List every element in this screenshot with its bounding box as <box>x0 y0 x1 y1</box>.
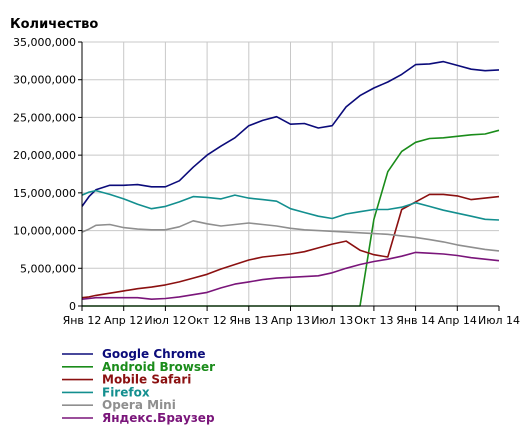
series-line-2 <box>81 193 500 299</box>
series-line-5 <box>81 251 500 301</box>
series-line-4 <box>81 220 500 252</box>
series-line-0 <box>81 60 500 207</box>
x-tick-label: Янв 12 <box>63 314 102 327</box>
x-tick-label: Апр 12 <box>104 314 143 327</box>
y-tick-label: 30,000,000 <box>13 74 76 87</box>
legend-label: Яндекс.Браузер <box>102 411 215 425</box>
y-tick-label: 5,000,000 <box>20 262 76 275</box>
grid <box>82 41 499 306</box>
x-tick-label: Окт 13 <box>354 314 393 327</box>
x-tick-label: Окт 12 <box>187 314 226 327</box>
x-tick-label: Июл 13 <box>311 314 353 327</box>
axes: 0 5,000,000 10,000,000 15,000,000 20,000,000… <box>13 36 520 327</box>
x-tick-label: Апр 13 <box>271 314 310 327</box>
y-tick-label: 10,000,000 <box>13 225 76 238</box>
x-tick-label: Янв 13 <box>229 314 268 327</box>
y-axis-title: Количество <box>10 17 98 32</box>
y-tick-label: 35,000,000 <box>13 36 76 49</box>
y-tick-label: 25,000,000 <box>13 111 76 124</box>
x-tick-label: Июл 12 <box>144 314 186 327</box>
y-tick-label: 15,000,000 <box>13 187 76 200</box>
series-line-3 <box>81 189 500 221</box>
legend-label: Opera Mini <box>102 398 176 412</box>
legend-label: Firefox <box>102 385 150 399</box>
legend-label: Mobile Safari <box>102 373 191 387</box>
x-tick-label: Янв 14 <box>396 314 435 327</box>
x-tick-label: Апр 14 <box>438 314 477 327</box>
x-tick-label: Июл 14 <box>478 314 520 327</box>
y-tick-label: 0 <box>69 300 76 313</box>
legend-label: Android Browser <box>102 360 215 374</box>
legend-label: Google Chrome <box>102 347 206 361</box>
y-tick-label: 20,000,000 <box>13 149 76 162</box>
